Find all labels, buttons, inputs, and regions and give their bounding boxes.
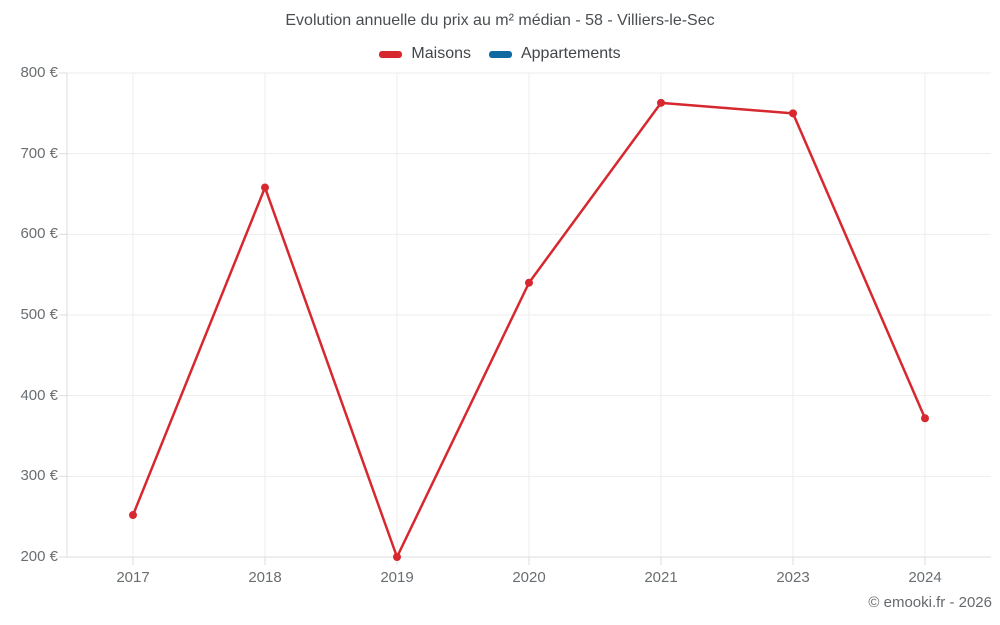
y-axis-label: 700 € [20,144,58,162]
data-point-2019[interactable] [393,553,401,561]
legend-item-maisons[interactable]: Maisons [379,45,471,63]
x-axis-label: 2023 [776,569,810,586]
x-axis-label: 2019 [380,569,414,586]
y-axis-label: 800 € [20,64,58,81]
y-axis-label: 400 € [20,386,58,404]
line-chart-plot-area [59,72,991,565]
data-point-2023[interactable] [789,109,797,118]
data-point-2020[interactable] [525,278,533,287]
x-axis-label: 2021 [644,569,678,586]
copyright: © emooki.fr - 2026 [868,594,992,611]
y-axis-label: 600 € [20,225,58,243]
data-point-2024[interactable] [921,414,929,423]
data-point-2021[interactable] [657,98,665,107]
legend-item-appartements[interactable]: Appartements [488,45,621,63]
legend-label-appartements: Appartements [520,45,621,62]
x-axis-label: 2020 [512,569,546,586]
legend-label-maisons: Maisons [411,45,471,62]
y-axis-label: 300 € [20,467,58,485]
y-axis-label: 500 € [20,306,58,323]
data-point-2017[interactable] [129,511,137,520]
legend: Maisons Appartements [0,45,1000,63]
data-point-2018[interactable] [261,183,269,192]
appartements-swatch-icon [488,50,512,58]
maisons-swatch-icon [379,50,403,58]
y-axis-label: 200 € [20,548,58,565]
x-axis-label: 2024 [908,569,942,586]
x-axis-label: 2017 [116,569,150,586]
x-axis-label: 2018 [248,569,282,586]
chart-title: Evolution annuelle du prix au m² médian … [285,12,715,29]
